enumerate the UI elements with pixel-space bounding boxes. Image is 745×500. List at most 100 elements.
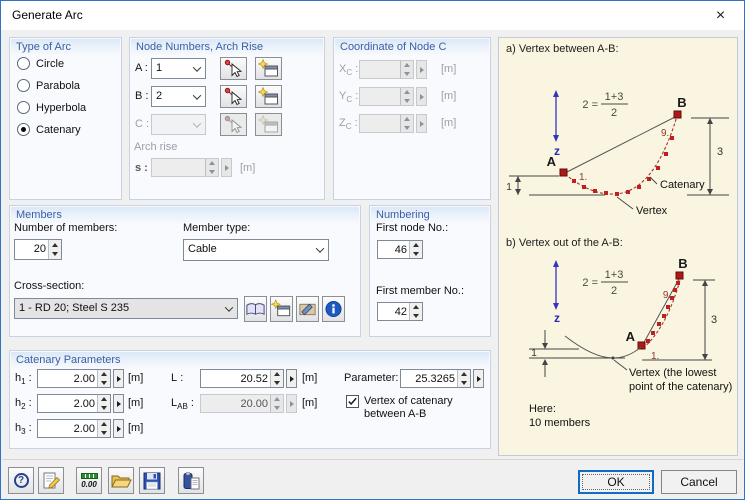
unit-label: [m] xyxy=(240,162,256,174)
spin-down-button[interactable] xyxy=(410,312,422,321)
radio-circle-icon[interactable] xyxy=(17,57,30,70)
cross-section-value: 1 - RD 20; Steel S 235 xyxy=(19,302,130,314)
number-of-members-input[interactable]: 20 xyxy=(14,239,62,260)
chevron-down-icon[interactable] xyxy=(221,299,237,318)
chevron-down-icon[interactable] xyxy=(189,87,205,106)
formula-denominator: 2 xyxy=(611,107,617,119)
new-node-a-button[interactable] xyxy=(255,57,282,80)
number-of-members-value[interactable]: 20 xyxy=(33,243,46,255)
xc-input xyxy=(359,60,427,79)
cross-section-combo[interactable]: 1 - RD 20; Steel S 235 xyxy=(14,298,238,319)
radio-catenary-icon[interactable] xyxy=(17,123,30,136)
select-node-a-button[interactable] xyxy=(220,57,247,80)
parameter-label: Parameter: xyxy=(344,372,399,384)
chevron-down-icon xyxy=(189,115,205,134)
edit-note-icon xyxy=(40,470,62,492)
arch-rise-s-label: s : xyxy=(135,162,148,174)
help-icon: ? xyxy=(13,473,29,488)
first-member-input[interactable]: 42 xyxy=(377,302,423,321)
h2-input[interactable]: 2.00 xyxy=(37,394,124,413)
spin-up-button[interactable] xyxy=(98,370,110,379)
cancel-button[interactable]: Cancel xyxy=(661,470,737,494)
detail-button xyxy=(416,87,427,106)
spin-up-button[interactable] xyxy=(98,420,110,429)
chevron-down-icon[interactable] xyxy=(312,240,328,260)
detail-button[interactable] xyxy=(473,369,484,388)
yc-input xyxy=(359,87,427,106)
chevron-down-icon[interactable] xyxy=(189,59,205,78)
detail-button[interactable] xyxy=(113,419,124,438)
vertex-checkbox[interactable] xyxy=(346,395,359,408)
radio-parabola-icon[interactable] xyxy=(17,79,30,92)
first-member-value[interactable]: 42 xyxy=(394,306,407,318)
new-node-b-button[interactable] xyxy=(255,85,282,108)
spin-down-button[interactable] xyxy=(98,429,110,438)
close-button[interactable]: × xyxy=(698,1,743,30)
spin-up-button[interactable] xyxy=(271,370,283,379)
checkmark-icon xyxy=(348,397,357,406)
radio-circle[interactable]: Circle xyxy=(17,57,64,70)
h1-input[interactable]: 2.00 xyxy=(37,369,124,388)
save-diskette-icon xyxy=(141,470,163,492)
open-settings-button[interactable] xyxy=(108,467,134,494)
diagram-a-title: a) Vertex between A-B: xyxy=(506,43,619,55)
h3-value[interactable]: 2.00 xyxy=(73,423,95,435)
dimension-left-label: 1 xyxy=(506,182,512,193)
detail-button[interactable] xyxy=(286,369,297,388)
spin-up-button[interactable] xyxy=(98,395,110,404)
units-settings-button[interactable]: 0.00 xyxy=(76,467,102,494)
cross-section-label: Cross-section: xyxy=(14,280,85,292)
vertex-checkbox-label-2[interactable]: between A-B xyxy=(364,408,427,420)
cross-section-info-button[interactable] xyxy=(322,296,345,322)
select-node-b-button[interactable] xyxy=(220,85,247,108)
h3-input[interactable]: 2.00 xyxy=(37,419,124,438)
l-value[interactable]: 20.52 xyxy=(240,373,268,385)
spin-down-button[interactable] xyxy=(458,379,470,388)
spin-up-button[interactable] xyxy=(49,240,61,250)
detail-button[interactable] xyxy=(113,394,124,413)
ok-button[interactable]: OK xyxy=(578,470,654,494)
set-defaults-button[interactable] xyxy=(178,467,204,494)
radio-catenary[interactable]: Catenary xyxy=(17,123,81,136)
vertex-checkbox-label-1[interactable]: Vertex of catenary xyxy=(364,395,453,407)
parameter-value[interactable]: 25.3265 xyxy=(415,373,455,385)
member-type-combo[interactable]: Cable xyxy=(183,239,329,261)
first-node-value[interactable]: 46 xyxy=(394,244,407,256)
spin-down-button[interactable] xyxy=(49,250,61,260)
spin-down-button[interactable] xyxy=(98,379,110,388)
ninth-member-label: 9. xyxy=(663,290,671,301)
radio-parabola-label: Parabola xyxy=(36,79,81,92)
first-node-input[interactable]: 46 xyxy=(377,240,423,259)
node-a-combo[interactable]: 1 xyxy=(151,58,206,79)
spin-up-button[interactable] xyxy=(410,303,422,312)
new-cross-section-button[interactable] xyxy=(270,296,293,322)
edit-cross-section-button[interactable] xyxy=(296,296,319,322)
h2-label: h2 : xyxy=(15,397,32,412)
dialog-title: Generate Arc xyxy=(12,8,83,22)
save-settings-button[interactable] xyxy=(139,467,165,494)
detail-button[interactable] xyxy=(113,369,124,388)
spin-up-button[interactable] xyxy=(458,370,470,379)
node-b-combo[interactable]: 2 xyxy=(151,86,206,107)
parameter-input[interactable]: 25.3265 xyxy=(400,369,484,388)
spin-up-icon xyxy=(401,61,413,70)
catenary-curve-label: Catenary xyxy=(660,179,705,191)
spin-down-button[interactable] xyxy=(98,404,110,413)
h2-value[interactable]: 2.00 xyxy=(73,398,95,410)
edit-comment-button[interactable] xyxy=(38,467,64,494)
cross-section-library-button[interactable] xyxy=(244,296,267,322)
help-button[interactable]: ? xyxy=(8,467,34,494)
spin-up-icon xyxy=(206,159,218,168)
dimension-left-label: 1 xyxy=(531,348,537,359)
catenary-markers xyxy=(646,281,680,343)
radio-parabola[interactable]: Parabola xyxy=(17,79,80,92)
radio-hyperbola-icon[interactable] xyxy=(17,101,30,114)
h1-value[interactable]: 2.00 xyxy=(73,373,95,385)
radio-catenary-label: Catenary xyxy=(36,123,81,136)
spin-down-button[interactable] xyxy=(271,379,283,388)
new-node-icon xyxy=(258,59,280,79)
l-input[interactable]: 20.52 xyxy=(200,369,297,388)
spin-up-button[interactable] xyxy=(410,241,422,250)
spin-down-button[interactable] xyxy=(410,250,422,259)
radio-hyperbola[interactable]: Hyperbola xyxy=(17,101,86,114)
